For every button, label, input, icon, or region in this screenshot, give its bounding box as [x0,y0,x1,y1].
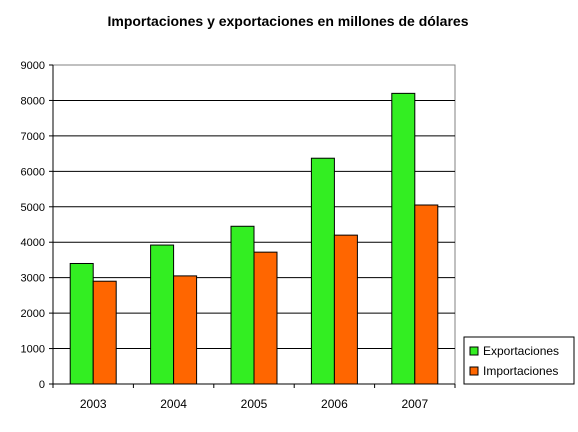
y-tick-label: 8000 [21,95,45,107]
y-tick-label: 0 [39,379,45,391]
bar-exportaciones-2005 [230,225,255,385]
bar-exportaciones-2007 [391,92,416,385]
y-tick-label: 4000 [21,237,45,249]
y-tick-label: 9000 [21,60,45,72]
legend-label: Importaciones [483,364,558,378]
x-tick-label: 2003 [80,397,107,411]
bar-exportaciones-2003 [69,262,94,385]
y-tick-label: 6000 [21,166,45,178]
legend-swatch [469,366,479,376]
y-tick-label: 7000 [21,131,45,143]
bar-importaciones-2007 [414,204,439,385]
bar-importaciones-2004 [173,275,198,385]
axes: 0 1000 2000 3000 4000 5000 6000 7000 8000 9000 200… [21,60,456,411]
legend-swatch [469,346,479,356]
bar-exportaciones-2004 [150,244,175,385]
x-tick-label: 2005 [241,397,268,411]
y-tick-label: 1000 [21,344,45,356]
bars [69,92,439,385]
bar-importaciones-2003 [92,280,117,385]
legend-label: Exportaciones [483,344,559,358]
chart-title: Importaciones y exportaciones en millone… [107,13,468,29]
gridlines [53,99,455,350]
x-tick-label: 2006 [321,397,348,411]
bar-exportaciones-2006 [310,157,335,385]
y-tick-label: 3000 [21,273,45,285]
y-tick-label: 5000 [21,202,45,214]
y-tick-label: 2000 [21,308,45,320]
bar-importaciones-2005 [253,251,278,385]
legend-box [463,336,575,385]
bar-importaciones-2006 [333,234,358,385]
x-tick-label: 2004 [160,397,187,411]
legend: Exportaciones Importaciones [463,336,575,385]
x-tick-label: 2007 [401,397,428,411]
